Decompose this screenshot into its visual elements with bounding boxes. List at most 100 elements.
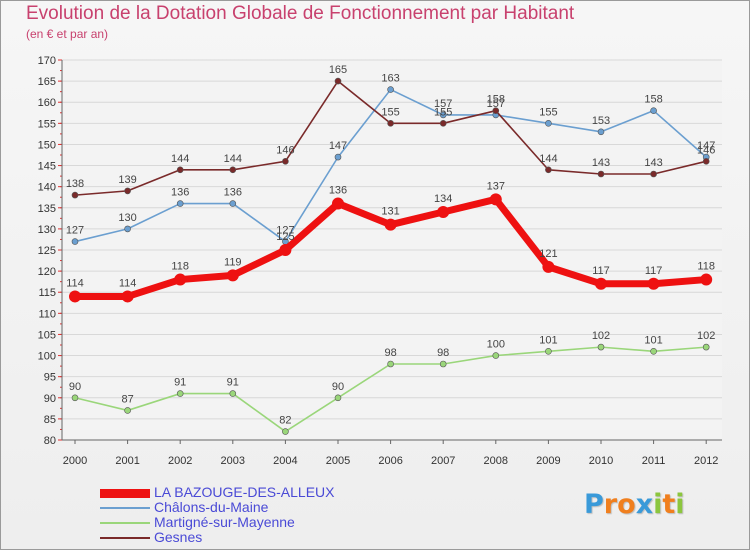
data-label-martign-sur-mayenne: 98 (437, 347, 449, 359)
data-point-la-bazouge-des-alleux (437, 206, 450, 218)
data-label-ch-lons-du-maine: 157 (434, 98, 452, 110)
data-point-la-bazouge-des-alleux (647, 277, 660, 290)
data-label-ch-lons-du-maine: 153 (592, 115, 610, 127)
data-label-ch-lons-du-maine: 127 (66, 225, 84, 237)
y-tick-label: 105 (38, 329, 56, 341)
legend-swatch (100, 507, 150, 509)
data-point-gesnes (492, 107, 500, 114)
y-tick-label: 90 (44, 393, 56, 405)
logo-letter: r (603, 489, 618, 520)
data-point-ch-lons-du-maine (334, 153, 342, 161)
data-point-ch-lons-du-maine (597, 128, 605, 136)
data-label-martign-sur-mayenne: 90 (332, 381, 344, 393)
data-point-ch-lons-du-maine (71, 238, 79, 245)
data-label-la-bazouge-des-alleux: 114 (119, 277, 137, 289)
data-label-la-bazouge-des-alleux: 136 (329, 185, 347, 197)
chart-subtitle: (en € et par an) (26, 27, 109, 41)
y-tick-label: 130 (38, 224, 56, 236)
data-point-martign-sur-mayenne (176, 390, 184, 397)
data-label-ch-lons-du-maine: 147 (697, 140, 715, 152)
data-point-gesnes (545, 166, 552, 174)
logo-letter: o (617, 489, 636, 520)
data-label-ch-lons-du-maine: 155 (539, 106, 557, 118)
data-label-martign-sur-mayenne: 102 (592, 330, 610, 342)
data-point-ch-lons-du-maine (229, 200, 237, 207)
data-point-ch-lons-du-maine (650, 107, 657, 114)
data-label-ch-lons-du-maine: 136 (224, 187, 242, 199)
logo-letter: x (635, 489, 654, 520)
data-label-gesnes: 144 (224, 153, 242, 165)
x-tick-label: 2001 (115, 455, 139, 467)
data-point-la-bazouge-des-alleux (174, 273, 187, 286)
data-point-ch-lons-du-maine (387, 86, 394, 93)
data-label-gesnes: 155 (434, 106, 452, 118)
data-point-gesnes (702, 158, 710, 165)
data-label-la-bazouge-des-alleux: 134 (434, 193, 452, 205)
y-tick-label: 150 (38, 139, 56, 151)
y-tick-label: 120 (38, 266, 56, 278)
x-tick-label: 2010 (589, 455, 613, 467)
data-label-la-bazouge-des-alleux: 118 (171, 261, 189, 273)
data-label-ch-lons-du-maine: 147 (329, 140, 347, 152)
x-tick-label: 2009 (536, 455, 560, 467)
data-point-martign-sur-mayenne (124, 407, 131, 414)
x-tick-label: 2003 (221, 455, 245, 467)
y-tick-label: 140 (38, 182, 56, 194)
legend-swatch (100, 537, 150, 539)
legend-label: Martigné-sur-Mayenne (154, 514, 295, 530)
x-tick-label: 2012 (694, 455, 718, 467)
data-label-la-bazouge-des-alleux: 137 (487, 180, 505, 192)
data-label-martign-sur-mayenne: 91 (174, 377, 186, 389)
data-point-martign-sur-mayenne (650, 348, 657, 355)
data-point-martign-sur-mayenne (545, 348, 552, 355)
data-label-gesnes: 139 (118, 174, 136, 186)
data-point-martign-sur-mayenne (71, 394, 79, 402)
data-label-gesnes: 144 (539, 153, 557, 165)
data-point-gesnes (439, 120, 447, 127)
data-label-gesnes: 165 (329, 64, 347, 76)
data-point-la-bazouge-des-alleux (121, 290, 134, 303)
data-point-ch-lons-du-maine (176, 200, 184, 207)
chart-title: Evolution de la Dotation Globale de Fonc… (26, 3, 575, 24)
data-label-martign-sur-mayenne: 98 (384, 347, 396, 359)
data-point-martign-sur-mayenne (439, 360, 447, 368)
data-label-martign-sur-mayenne: 87 (121, 393, 133, 405)
line-chart: 80 85 90 95 100 105 110 115 120 125 130 135 140 145 15… (38, 55, 722, 467)
data-label-la-bazouge-des-alleux: 117 (592, 265, 610, 277)
data-label-la-bazouge-des-alleux: 125 (276, 231, 294, 243)
data-point-gesnes (176, 166, 184, 174)
data-point-ch-lons-du-maine (439, 111, 447, 119)
data-label-gesnes: 146 (697, 144, 715, 156)
data-label-gesnes: 138 (66, 178, 84, 190)
data-point-la-bazouge-des-alleux (69, 290, 81, 303)
x-tick-label: 2008 (484, 455, 508, 467)
data-label-martign-sur-mayenne: 91 (227, 377, 239, 389)
legend-label: Gesnes (154, 529, 203, 545)
data-label-ch-lons-du-maine: 127 (276, 225, 294, 237)
y-tick-label: 125 (38, 245, 56, 257)
data-label-martign-sur-mayenne: 101 (539, 334, 557, 346)
data-point-la-bazouge-des-alleux (226, 269, 239, 282)
y-tick-label: 80 (44, 435, 56, 447)
data-point-gesnes (650, 170, 657, 178)
data-label-la-bazouge-des-alleux: 119 (224, 256, 242, 268)
data-point-martign-sur-mayenne (229, 390, 237, 397)
data-point-la-bazouge-des-alleux (384, 218, 397, 231)
y-tick-label: 135 (38, 203, 56, 215)
data-label-gesnes: 143 (592, 157, 610, 169)
data-point-la-bazouge-des-alleux (489, 193, 502, 206)
x-tick-label: 2000 (63, 455, 87, 467)
data-point-la-bazouge-des-alleux (700, 273, 713, 286)
data-label-ch-lons-du-maine: 157 (487, 98, 505, 110)
y-tick-label: 145 (38, 161, 56, 173)
data-label-la-bazouge-des-alleux: 118 (697, 261, 715, 273)
data-label-la-bazouge-des-alleux: 114 (66, 277, 84, 289)
data-point-la-bazouge-des-alleux (595, 277, 607, 290)
data-label-gesnes: 144 (171, 153, 189, 165)
logo-letter: P (584, 489, 604, 520)
data-point-ch-lons-du-maine (545, 120, 552, 127)
data-point-gesnes (334, 77, 342, 85)
y-tick-label: 100 (38, 351, 56, 363)
x-tick-label: 2004 (273, 455, 297, 467)
x-tick-label: 2002 (168, 455, 192, 467)
